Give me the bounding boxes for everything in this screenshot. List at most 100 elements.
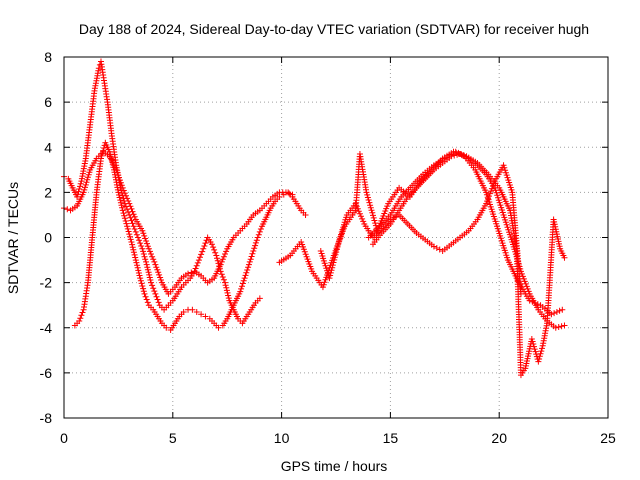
series-track-c xyxy=(71,139,309,334)
data-point xyxy=(250,248,257,255)
data-point-trail xyxy=(255,226,264,238)
data-point xyxy=(561,322,568,329)
data-point-trail xyxy=(239,223,248,232)
data-point-trail xyxy=(367,225,381,239)
data-point-trail xyxy=(83,124,93,159)
data-point-trail xyxy=(91,67,102,92)
data-point xyxy=(152,290,159,297)
y-tick-label: 4 xyxy=(44,139,52,155)
data-point-trail xyxy=(353,203,367,225)
y-tick-label: 2 xyxy=(44,184,52,200)
data-point xyxy=(352,200,359,207)
data-point-trail xyxy=(81,169,93,193)
data-point xyxy=(452,148,459,155)
data-point-trail xyxy=(153,264,164,283)
data-point xyxy=(535,358,542,365)
data-point-trail xyxy=(140,230,151,250)
data-point xyxy=(276,193,283,200)
x-tick-label: 10 xyxy=(274,430,290,446)
data-point-trail xyxy=(192,259,201,272)
y-tick-label: -8 xyxy=(40,410,53,426)
series-track-e xyxy=(317,162,524,297)
data-point-trail xyxy=(272,190,281,199)
data-point xyxy=(119,184,126,191)
x-tick-label: 0 xyxy=(60,430,68,446)
data-point-trail xyxy=(127,214,136,227)
data-point-trail xyxy=(433,245,443,253)
data-point-trail xyxy=(388,209,401,225)
data-point-trail xyxy=(69,204,78,212)
data-point-trail xyxy=(252,208,261,217)
chart-title: Day 188 of 2024, Sidereal Day-to-day VTE… xyxy=(79,21,589,37)
data-point-trail xyxy=(289,241,303,257)
data-point-trail xyxy=(278,253,292,264)
data-point-trail xyxy=(94,158,104,193)
data-point xyxy=(193,308,200,315)
data-point xyxy=(106,148,113,155)
data-point-trail xyxy=(104,101,115,137)
data-point-trail xyxy=(206,236,214,245)
data-point-trail xyxy=(245,214,255,225)
data-point-trail xyxy=(123,203,132,216)
data-point-trail xyxy=(343,209,357,227)
data-point-trail xyxy=(131,226,140,238)
data-point-trail xyxy=(335,214,350,245)
series-track-a xyxy=(61,58,263,327)
data-point-trail xyxy=(221,318,229,327)
data-point-trail xyxy=(475,202,488,221)
data-point-trail xyxy=(527,293,541,311)
data-point-trail xyxy=(433,161,444,172)
data-point-trail xyxy=(188,270,197,279)
data-point-trail xyxy=(210,244,219,256)
data-point-trail xyxy=(147,248,158,265)
y-tick-label: -6 xyxy=(40,365,53,381)
data-point xyxy=(126,200,133,207)
data-point xyxy=(517,268,524,275)
data-point-trail xyxy=(397,213,410,226)
data-point xyxy=(134,234,141,241)
data-point-trail xyxy=(415,231,426,242)
data-point xyxy=(202,313,209,320)
data-point-trail xyxy=(246,250,256,265)
data-point xyxy=(180,308,187,315)
data-point-trail xyxy=(245,309,253,318)
data-point-trail xyxy=(411,173,425,187)
data-point-trail xyxy=(120,187,132,204)
data-point xyxy=(217,261,224,268)
data-point-trail xyxy=(151,309,160,318)
data-point xyxy=(148,279,155,286)
data-point-trail xyxy=(144,264,154,283)
data-point-trail xyxy=(259,202,268,212)
data-point-trail xyxy=(327,243,341,279)
data-point-trail xyxy=(225,236,236,250)
series-track-f xyxy=(365,148,568,379)
y-tick-label: 6 xyxy=(44,94,52,110)
series-track-g xyxy=(369,151,568,331)
data-point-trail xyxy=(197,248,206,261)
data-point-trail xyxy=(537,309,549,322)
data-point xyxy=(222,279,229,286)
data-point-trail xyxy=(546,319,557,330)
data-point-trail xyxy=(103,142,112,153)
data-point-trail xyxy=(501,214,515,243)
data-point xyxy=(241,275,248,282)
data-marks xyxy=(61,58,568,379)
data-point-trail xyxy=(229,299,238,311)
data-point-trail xyxy=(232,230,242,239)
data-point-trail xyxy=(225,309,234,320)
data-point-trail xyxy=(167,286,176,295)
data-point-trail xyxy=(295,202,303,212)
data-point-trail xyxy=(238,277,247,292)
data-point-trail xyxy=(206,276,215,285)
data-point xyxy=(200,245,207,252)
data-point-trail xyxy=(555,323,565,330)
x-axis-label: GPS time / hours xyxy=(281,458,388,474)
data-point-trail xyxy=(212,263,223,279)
data-point xyxy=(95,65,102,72)
data-point-trail xyxy=(415,177,427,190)
data-point xyxy=(245,261,252,268)
data-point xyxy=(254,234,261,241)
y-tick-label: 0 xyxy=(44,230,52,246)
data-point xyxy=(163,324,170,331)
data-point-trail xyxy=(201,237,210,249)
